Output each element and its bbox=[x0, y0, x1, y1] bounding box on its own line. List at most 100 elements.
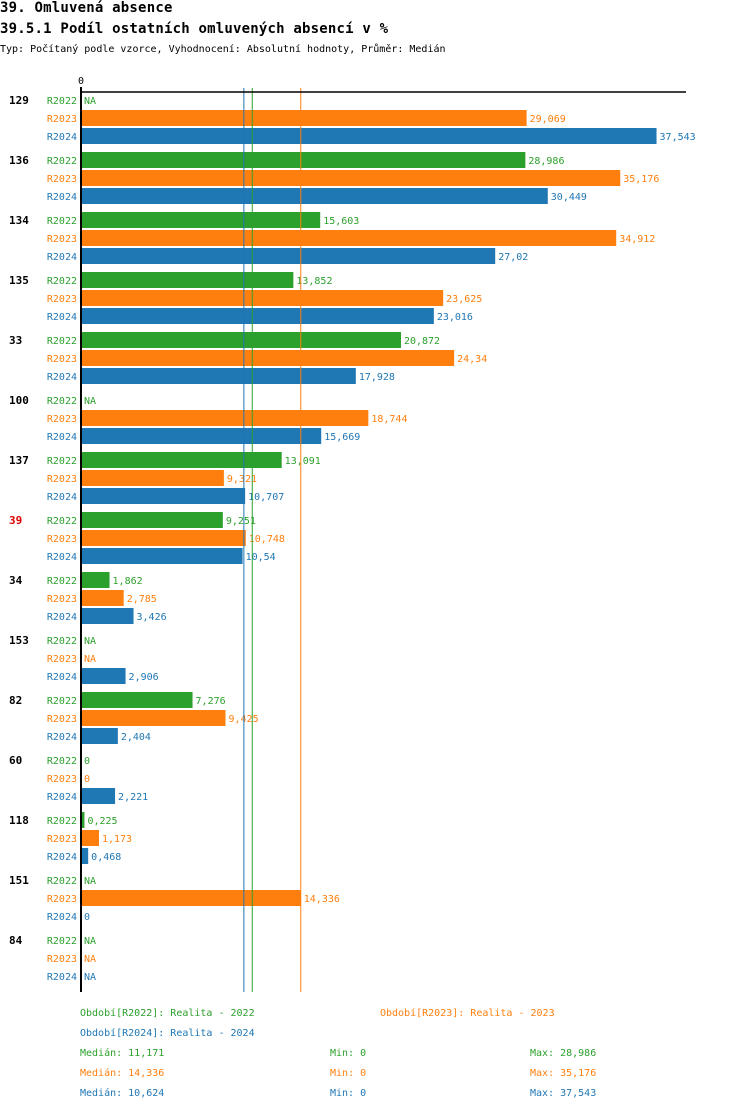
series-label: R2024 bbox=[47, 312, 77, 323]
data-label: 10,707 bbox=[248, 492, 284, 503]
series-label: R2022 bbox=[47, 696, 77, 707]
bar bbox=[81, 890, 301, 906]
category-label: 100 bbox=[9, 394, 29, 407]
data-label: 13,852 bbox=[296, 276, 332, 287]
data-label: 14,336 bbox=[304, 894, 340, 905]
bar bbox=[81, 170, 621, 186]
category-label: 118 bbox=[9, 814, 29, 827]
min-r2023: Min: 0 bbox=[330, 1068, 367, 1079]
data-label: 24,34 bbox=[457, 354, 487, 365]
data-label: 23,625 bbox=[446, 294, 482, 305]
bar bbox=[81, 728, 118, 744]
series-label: R2023 bbox=[47, 774, 77, 785]
data-label: NA bbox=[84, 396, 96, 407]
bar bbox=[81, 608, 134, 624]
category-label: 60 bbox=[9, 754, 22, 767]
chart-title: 39.5.1 Podíl ostatních omluvených absenc… bbox=[0, 21, 389, 37]
data-label: 2,221 bbox=[118, 792, 148, 803]
bar bbox=[81, 692, 193, 708]
data-label: 2,785 bbox=[127, 594, 157, 605]
series-label: R2024 bbox=[47, 432, 77, 443]
series-label: R2022 bbox=[47, 516, 77, 527]
max-r2022: Max: 28,986 bbox=[530, 1048, 597, 1059]
bar bbox=[81, 248, 496, 264]
data-label: NA bbox=[84, 636, 96, 647]
bar bbox=[81, 230, 617, 246]
bar-chart: 129 R2022 NA R2023 29,069 R2024 37,543 136 R2022… bbox=[9, 76, 696, 992]
series-label: R2022 bbox=[47, 936, 77, 947]
bar bbox=[81, 488, 246, 504]
bar bbox=[81, 668, 126, 684]
data-label: 15,603 bbox=[323, 216, 359, 227]
bar bbox=[81, 530, 246, 546]
series-label: R2022 bbox=[47, 576, 77, 587]
category-label: 34 bbox=[9, 574, 23, 587]
series-label: R2024 bbox=[47, 792, 77, 803]
series-label: R2023 bbox=[47, 534, 77, 545]
median-r2023: Medián: 14,336 bbox=[80, 1068, 165, 1079]
x-tick-label: 0 bbox=[78, 76, 84, 87]
bar bbox=[81, 212, 321, 228]
bar bbox=[81, 332, 401, 348]
data-label: 2,906 bbox=[129, 672, 159, 683]
series-label: R2024 bbox=[47, 252, 77, 263]
category-label: 151 bbox=[9, 874, 29, 887]
series-label: R2022 bbox=[47, 96, 77, 107]
bar bbox=[81, 788, 116, 804]
data-label: 9,251 bbox=[226, 516, 256, 527]
series-label: R2023 bbox=[47, 834, 77, 845]
series-label: R2022 bbox=[47, 216, 77, 227]
data-label: 1,862 bbox=[113, 576, 143, 587]
bar bbox=[81, 572, 110, 588]
series-label: R2022 bbox=[47, 816, 77, 827]
data-label: 1,173 bbox=[102, 834, 132, 845]
category-label: 33 bbox=[9, 334, 22, 347]
bar bbox=[81, 110, 527, 126]
data-label: 0 bbox=[84, 774, 90, 785]
median-r2024: Medián: 10,624 bbox=[80, 1088, 165, 1099]
data-label: NA bbox=[84, 972, 96, 983]
series-label: R2024 bbox=[47, 732, 77, 743]
data-label: NA bbox=[84, 936, 96, 947]
series-label: R2023 bbox=[47, 174, 77, 185]
series-label: R2022 bbox=[47, 336, 77, 347]
series-label: R2023 bbox=[47, 654, 77, 665]
bar bbox=[81, 272, 294, 288]
series-label: R2023 bbox=[47, 714, 77, 725]
series-label: R2022 bbox=[47, 456, 77, 467]
data-label: 10,748 bbox=[249, 534, 285, 545]
chart-info: Typ: Počítaný podle vzorce, Vyhodnocení:… bbox=[0, 44, 446, 55]
bar bbox=[81, 152, 526, 168]
data-label: 10,54 bbox=[246, 552, 276, 563]
data-label: 0,225 bbox=[87, 816, 117, 827]
series-label: R2023 bbox=[47, 234, 77, 245]
legend-period-r2022: Období[R2022]: Realita - 2022 bbox=[80, 1008, 255, 1019]
series-label: R2023 bbox=[47, 114, 77, 125]
series-label: R2022 bbox=[47, 876, 77, 887]
series-label: R2023 bbox=[47, 474, 77, 485]
category-label: 153 bbox=[9, 634, 29, 647]
series-label: R2023 bbox=[47, 354, 77, 365]
bar bbox=[81, 590, 124, 606]
category-label: 134 bbox=[9, 214, 29, 227]
data-label: 35,176 bbox=[623, 174, 659, 185]
data-label: 34,912 bbox=[619, 234, 655, 245]
bar bbox=[81, 350, 455, 366]
data-label: NA bbox=[84, 654, 96, 665]
category-label: 82 bbox=[9, 694, 22, 707]
series-label: R2022 bbox=[47, 276, 77, 287]
category-label: 136 bbox=[9, 154, 29, 167]
bar bbox=[81, 830, 99, 846]
category-label: 129 bbox=[9, 94, 29, 107]
series-label: R2024 bbox=[47, 192, 77, 203]
data-label: 3,426 bbox=[137, 612, 167, 623]
legend-period-r2024: Období[R2024]: Realita - 2024 bbox=[80, 1028, 255, 1039]
bar bbox=[81, 428, 322, 444]
bar bbox=[81, 308, 434, 324]
series-label: R2022 bbox=[47, 756, 77, 767]
bar bbox=[81, 848, 89, 864]
series-label: R2022 bbox=[47, 396, 77, 407]
data-label: 9,321 bbox=[227, 474, 257, 485]
section-title: 39. Omluvená absence bbox=[0, 0, 173, 16]
bar bbox=[81, 812, 85, 828]
